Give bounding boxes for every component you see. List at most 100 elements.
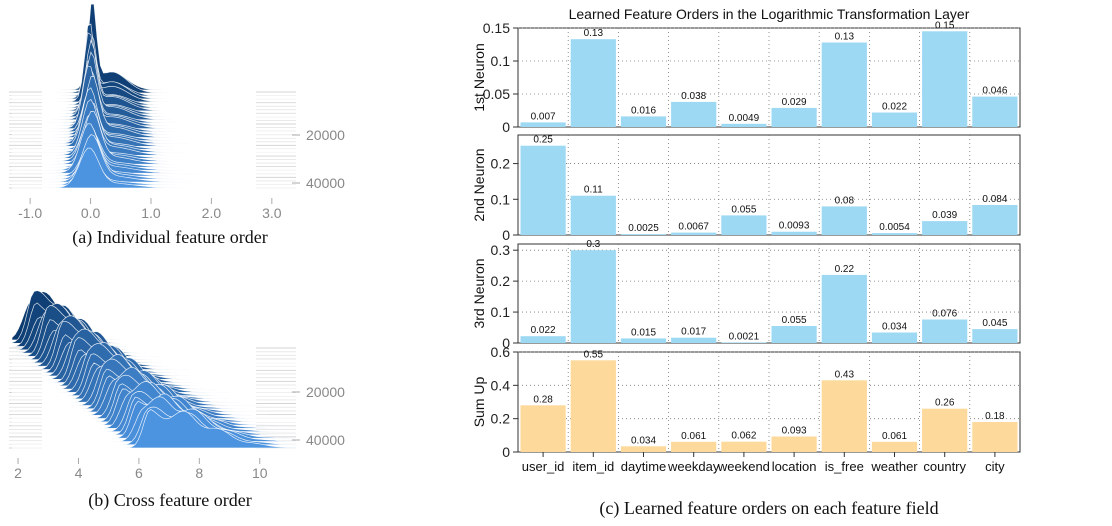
bar-location: [771, 231, 817, 235]
data-label-item_id: 0.13: [584, 28, 604, 39]
y-tick-label: 0.05: [483, 86, 510, 102]
data-label-location: 0.055: [782, 315, 807, 326]
data-label-weekday: 0.038: [681, 91, 706, 102]
caption-a: (a) Individual feature order: [72, 227, 267, 248]
panel-bars: 0.007 0.13 0.016 0.038 0.0049 0.029 0.13 0.022 0…: [520, 20, 1018, 128]
data-label-city: 0.046: [982, 86, 1007, 97]
ridge-x-axis: 2 4 6 8 10: [14, 458, 268, 481]
data-label-is_free: 0.43: [835, 369, 855, 380]
data-label-item_id: 0.11: [584, 185, 603, 196]
y-tick-label: 40000: [306, 432, 345, 448]
data-label-weather: 0.022: [882, 102, 907, 113]
data-label-user_id: 0.28: [533, 394, 553, 405]
ridge-layer: [12, 68, 296, 126]
bar-panel-1: 0 0.05 0.1 0.15 1st Neuron 0.007 0.13 0.016 0.03…: [471, 20, 1021, 135]
data-label-country: 0.076: [932, 309, 957, 320]
panel-bars: 0.25 0.11 0.0025 0.0067 0.055 0.0093 0.08 0.005…: [520, 135, 1018, 235]
y-tick-label: 0.1: [491, 53, 511, 69]
ridge-layer: [12, 31, 296, 97]
bar-city: [972, 422, 1018, 452]
data-label-location: 0.0093: [779, 221, 810, 232]
data-label-user_id: 0.022: [531, 325, 556, 336]
bar-user_id: [520, 122, 566, 127]
bar-weekday: [671, 101, 717, 127]
y-tick-label: 0.2: [491, 411, 511, 427]
y-tick-label: 0.1: [491, 191, 511, 207]
ridge-layer: [12, 358, 296, 406]
bar-item_id: [570, 39, 616, 128]
bar-is_free: [821, 274, 867, 343]
ridge-layer: [12, 32, 296, 103]
bar-weekday: [671, 337, 717, 343]
panel-y-label: 3rd Neuron: [471, 258, 487, 328]
bar-country: [922, 221, 968, 235]
bar-item_id: [570, 250, 616, 343]
panel-grid: [518, 27, 1020, 127]
x-tick-label: 4: [75, 465, 83, 481]
panel-y-axis: 0 0.2 0.4 0.6: [491, 344, 518, 460]
data-label-country: 0.15: [935, 20, 955, 31]
ridge-layer: [12, 3, 296, 94]
panel-y-axis: 0 0.05 0.1 0.15: [483, 20, 518, 135]
ridge-layer: [12, 48, 296, 109]
bar-chart-title: Learned Feature Orders in the Logarithmi…: [569, 6, 970, 22]
bar-weather: [871, 233, 918, 235]
panel-grid: [518, 135, 1020, 235]
panel-y-axis: 0 0.1 0.2: [491, 156, 518, 243]
data-label-daytime: 0.016: [631, 105, 656, 116]
x-tick-label: 3.0: [262, 205, 282, 221]
ridge-y-axis: 20000 40000: [292, 384, 345, 448]
panel-y-label: Sum Up: [471, 377, 487, 428]
data-label-weekend: 0.062: [731, 431, 756, 442]
bar-is_free: [821, 206, 867, 235]
data-label-weekend: 0.0049: [729, 113, 760, 124]
x-tick-label: 2.0: [202, 205, 222, 221]
bar-daytime: [620, 234, 667, 235]
x-tick-label: 10: [252, 465, 268, 481]
x-tick-label: 0.0: [81, 205, 101, 221]
bar-location: [771, 436, 817, 452]
bar-weekday: [671, 441, 717, 452]
data-label-country: 0.039: [932, 210, 957, 221]
data-label-weather: 0.034: [882, 322, 907, 333]
data-label-user_id: 0.007: [531, 111, 556, 122]
data-label-is_free: 0.08: [835, 195, 855, 206]
panel-y-label: 2nd Neuron: [471, 148, 487, 221]
ridge-layer: [12, 147, 296, 189]
data-label-weather: 0.061: [882, 431, 907, 442]
panel-bars: 0.022 0.3 0.015 0.017 0.0021 0.055 0.22 0.034 0.…: [520, 239, 1018, 343]
bar-weather: [871, 112, 918, 127]
data-label-daytime: 0.034: [631, 435, 656, 446]
ridge-layers: [11, 290, 297, 449]
panel-y-label: 1st Neuron: [471, 43, 487, 111]
x-tick-label: 6: [135, 465, 143, 481]
y-tick-label: 0.4: [491, 377, 511, 393]
ridge-layer: [12, 60, 296, 118]
ridgeline-cross-plot: 2 4 6 8 10 20000 40000: [9, 290, 345, 481]
data-label-item_id: 0.3: [586, 239, 600, 250]
bar-country: [922, 31, 968, 127]
y-tick-label: 0.2: [491, 156, 511, 172]
y-tick-label: 0.2: [491, 273, 511, 289]
bar-daytime: [620, 338, 667, 343]
data-label-weekend: 0.0021: [729, 331, 760, 342]
data-label-weekday: 0.0067: [678, 222, 709, 233]
data-label-weekday: 0.017: [681, 327, 706, 338]
x-tick-label: -1.0: [18, 205, 42, 221]
x-tick-label-weekday: weekday: [667, 459, 720, 474]
bar-weekday: [671, 232, 717, 235]
data-label-weekend: 0.055: [731, 204, 756, 215]
y-tick-label: 0: [502, 444, 510, 460]
bar-country: [922, 319, 968, 343]
data-label-weekday: 0.061: [681, 431, 706, 442]
ridge-layer: [12, 51, 296, 121]
bar-city: [972, 96, 1018, 127]
caption-c: (c) Learned feature orders on each featu…: [599, 498, 938, 519]
x-tick-label: 8: [195, 465, 203, 481]
bar-is_free: [821, 42, 867, 127]
bar-user_id: [520, 336, 566, 343]
ridgeline-individual-plot: -1.0 0.0 1.0 2.0 3.0 20000 40000: [9, 3, 345, 221]
y-tick-label: 0.1: [491, 304, 511, 320]
data-label-location: 0.093: [782, 426, 807, 437]
